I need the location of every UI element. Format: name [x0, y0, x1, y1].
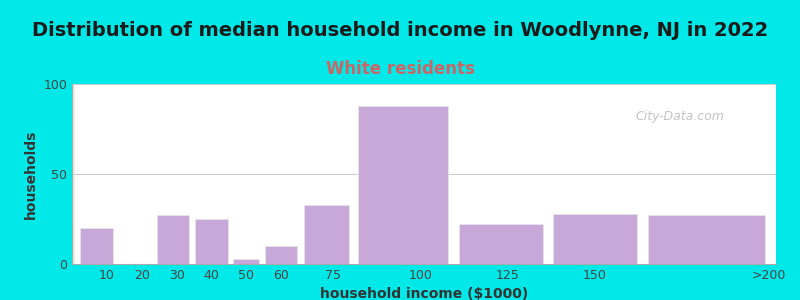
Text: City-Data.com: City-Data.com	[635, 110, 724, 123]
Bar	[648, 215, 765, 264]
Y-axis label: households: households	[24, 129, 38, 219]
Text: White residents: White residents	[326, 60, 474, 78]
Bar	[80, 228, 113, 264]
Bar	[234, 259, 259, 264]
Bar	[304, 205, 349, 264]
Bar	[265, 246, 298, 264]
Text: Distribution of median household income in Woodlynne, NJ in 2022: Distribution of median household income …	[32, 21, 768, 40]
Bar	[358, 106, 449, 264]
X-axis label: household income ($1000): household income ($1000)	[320, 287, 528, 300]
Bar	[553, 214, 637, 264]
Bar	[195, 219, 228, 264]
Bar	[458, 224, 543, 264]
Bar	[157, 215, 190, 264]
